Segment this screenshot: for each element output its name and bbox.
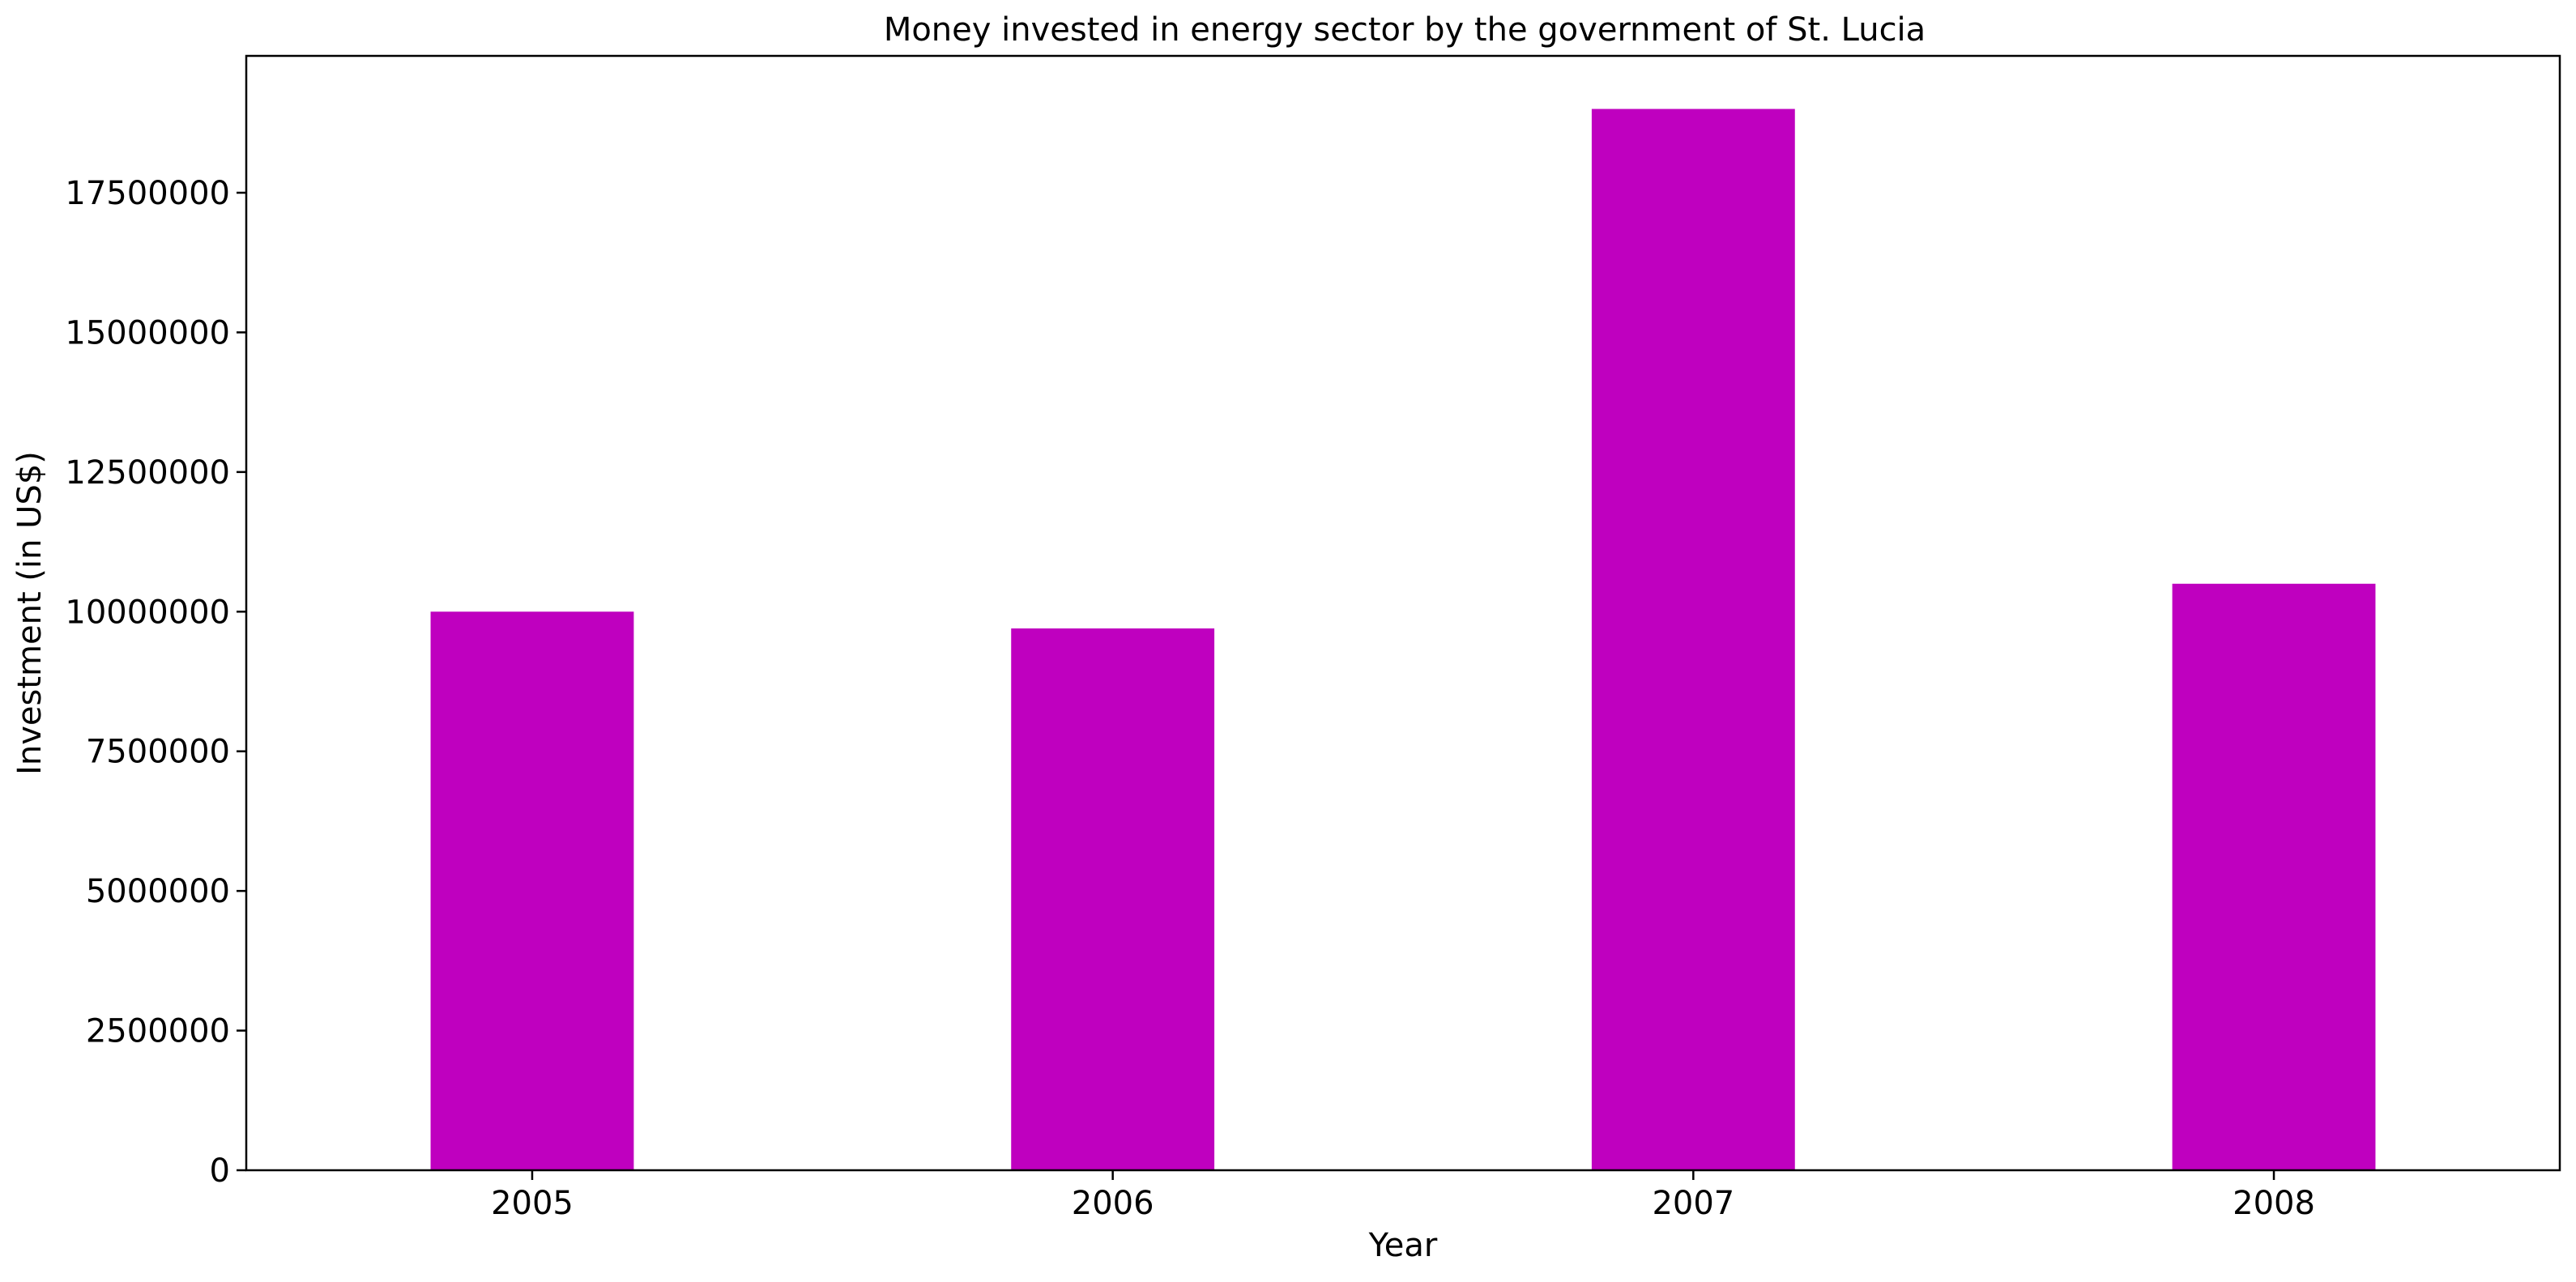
y-tick-label: 10000000	[65, 594, 230, 631]
y-tick-label: 7500000	[86, 734, 230, 771]
chart-title: Money invested in energy sector by the g…	[884, 11, 1926, 49]
y-tick-label: 17500000	[65, 175, 230, 212]
y-tick-label: 12500000	[65, 454, 230, 492]
bars-layer	[430, 109, 2376, 1170]
x-tick-label: 2007	[1652, 1185, 1734, 1222]
ticks-layer: 2005 2006 2007 2008 0 2500000 5000000 7500000 10…	[65, 175, 2315, 1222]
x-tick-label: 2005	[491, 1185, 574, 1222]
x-axis-label: Year	[1368, 1227, 1438, 1264]
y-tick-label: 0	[210, 1152, 230, 1190]
x-tick-label: 2006	[1072, 1185, 1154, 1222]
y-tick-label: 5000000	[86, 873, 230, 910]
plot-frame	[245, 54, 2561, 1172]
x-tick-label: 2008	[2233, 1185, 2315, 1222]
bar-2005	[430, 611, 634, 1170]
bar-2007	[1591, 109, 1795, 1170]
y-axis-label: Investment (in US$)	[11, 451, 49, 775]
y-tick-label: 2500000	[86, 1013, 230, 1050]
bar-2006	[1011, 628, 1215, 1170]
bar-2008	[2172, 583, 2376, 1170]
y-tick-label: 15000000	[65, 314, 230, 351]
